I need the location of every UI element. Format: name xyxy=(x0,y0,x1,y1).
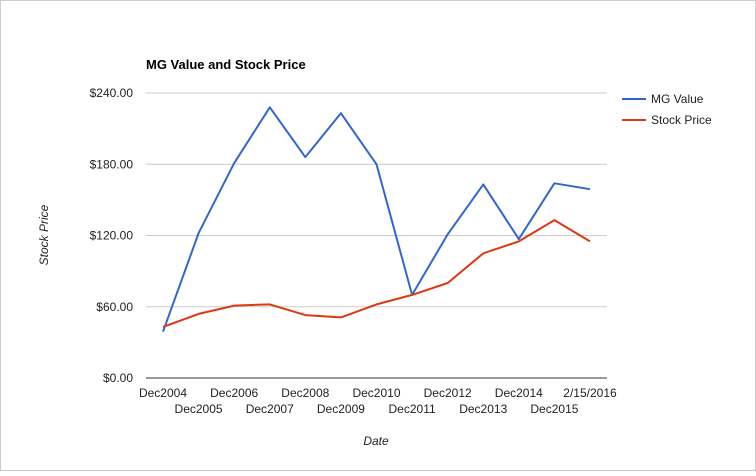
x-tick-label: Dec2009 xyxy=(317,402,365,416)
x-tick-label: Dec2008 xyxy=(281,386,329,400)
series-line-stock-price xyxy=(162,219,591,328)
x-tick-label: Dec2011 xyxy=(389,402,436,416)
x-axis-label: Date xyxy=(363,434,389,448)
y-axis-tick-labels: $0.00 $60.00 $120.00 $180.00 $240.00 xyxy=(90,86,134,385)
y-tick-label: $180.00 xyxy=(90,157,134,171)
y-tick-label: $0.00 xyxy=(103,371,133,385)
x-tick-label: Dec2013 xyxy=(459,402,507,416)
x-tick-label: Dec2006 xyxy=(210,386,258,400)
x-tick-label: Dec2004 xyxy=(139,386,187,400)
x-tick-label: Dec2014 xyxy=(495,386,543,400)
chart-title: MG Value and Stock Price xyxy=(146,57,306,72)
x-tick-label: Dec2012 xyxy=(424,386,472,400)
x-tick-label: Dec2015 xyxy=(530,402,578,416)
y-tick-label: $60.00 xyxy=(96,300,133,314)
x-tick-label: Dec2005 xyxy=(175,402,223,416)
y-axis-label: Stock Price xyxy=(37,204,51,265)
series-lines xyxy=(162,106,591,333)
legend-label-mg-value: MG Value xyxy=(651,92,704,106)
legend: MG Value Stock Price xyxy=(622,92,712,127)
gridlines xyxy=(146,92,607,379)
x-tick-label: 2/15/2016 xyxy=(563,386,617,400)
series-line-mg-value xyxy=(162,106,591,333)
y-tick-label: $120.00 xyxy=(90,229,134,243)
x-tick-label: Dec2010 xyxy=(352,386,400,400)
x-axis-tick-labels: Dec2004 Dec2005 Dec2006 Dec2007 Dec2008 Dec20… xyxy=(139,386,617,416)
legend-label-stock-price: Stock Price xyxy=(651,113,712,127)
y-tick-label: $240.00 xyxy=(90,86,134,100)
x-tick-label: Dec2007 xyxy=(246,402,294,416)
